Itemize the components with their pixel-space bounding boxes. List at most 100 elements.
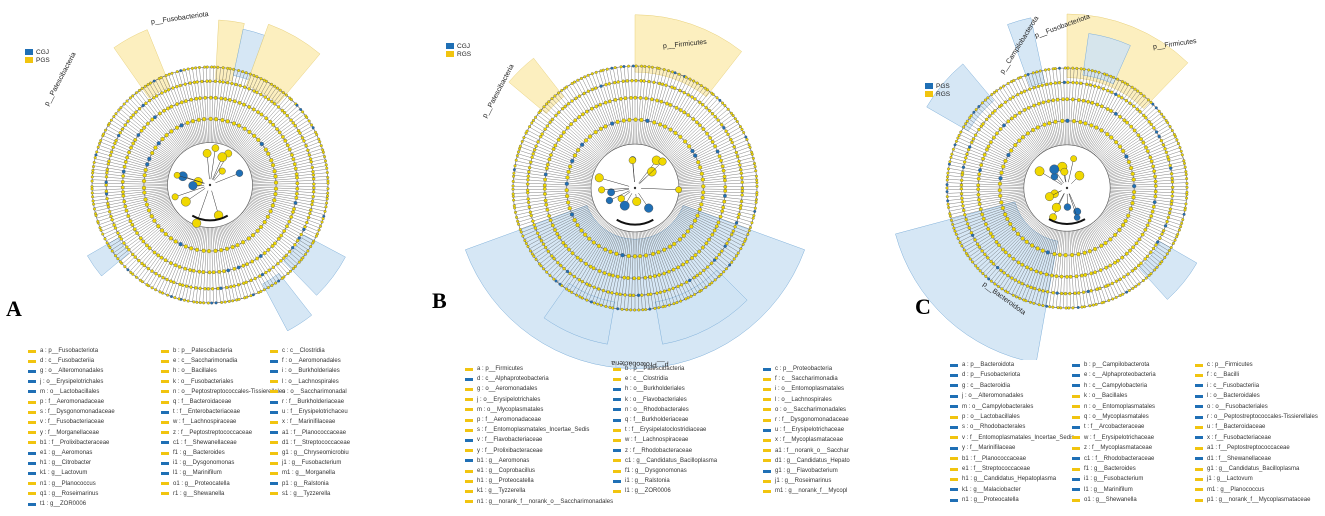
branch-line [670,213,735,259]
branch-line [616,67,629,145]
taxon-node [591,266,596,271]
branch-line [251,191,327,205]
taxon-node [306,215,311,220]
taxon-node [192,218,202,228]
taxon-node [174,125,180,130]
taxon-node [962,248,966,252]
branch-line [678,196,755,212]
taxon-node [129,115,133,120]
taxon-legend-item: n1 : g__norank_f__norank_o__Saccharimona… [465,499,613,505]
taxon-node [542,186,547,191]
taxon-node [1157,109,1161,113]
taxon-node [217,269,222,274]
taxon-node [220,118,225,123]
taxon-node [953,143,957,147]
branch-line [199,67,207,143]
taxon-node [583,138,589,143]
taxon-node [755,193,759,197]
taxon-node [91,165,95,169]
taxon-node [992,90,996,94]
taxon-node [159,228,165,233]
taxon-node [513,210,517,214]
taxon-label: w : f__Erysipelotrichaceae [1084,434,1155,441]
taxon-node [154,271,158,276]
branch-line [662,93,713,155]
taxon-node [1149,122,1153,127]
taxon-node [1081,290,1086,294]
taxon-node [963,213,967,217]
taxon-label: d : p__Fusobacteriota [962,372,1021,379]
taxon-node [126,268,130,272]
taxon-node [1006,290,1010,294]
branch-line [176,174,205,184]
branch-line [595,229,622,304]
branch-line [961,208,1030,246]
taxon-legend-item: f1 : g__Dysgonomonas [613,468,687,474]
taxon-node [620,307,624,311]
taxon-node [1113,260,1117,265]
taxon-node [702,268,706,273]
taxon-legend-item: b1 : f__Planococcaceae [950,456,1026,462]
taxon-node [175,84,179,89]
taxon-color-marker [950,488,958,492]
taxon-color-marker [763,449,771,453]
taxon-node [643,275,648,280]
branch-line [647,229,672,305]
clade-label: p__Firmicutes [1153,38,1198,51]
taxon-node [632,197,642,206]
taxon-node [119,237,123,241]
taxon-node [1000,205,1005,211]
taxon-node [188,81,192,85]
taxon-color-marker [161,471,169,475]
branch-line [1017,78,1050,149]
taxon-legend-item: z : f__Rhodobacteraceae [613,448,692,454]
taxon-node [689,294,693,298]
taxon-color-marker [28,349,36,353]
taxon-node [1152,169,1157,174]
taxon-node [1131,195,1136,200]
clade-highlight [1138,241,1198,300]
taxon-node [1151,102,1155,106]
taxon-color-marker [270,359,278,363]
taxon-node [277,130,282,135]
taxon-node [569,122,574,126]
taxon-color-marker [1072,394,1080,398]
taxon-node [319,144,323,148]
taxon-node [720,209,725,214]
taxon-color-marker [465,367,473,371]
taxon-node [986,96,990,100]
taxon-node [104,183,108,187]
branch-line [109,207,174,248]
taxon-node [116,231,120,235]
taxon-node [547,100,551,104]
branch-line [958,137,1028,171]
taxon-node [990,234,995,239]
taxon-node [157,274,162,278]
taxon-legend-item: u : f__Erysipelotrichaceu [270,409,348,415]
taxon-node [1006,153,1011,158]
branch-line [1108,154,1183,177]
taxon-node [1016,92,1020,97]
taxon-node [557,91,561,95]
taxon-node [1005,216,1010,222]
taxon-node [190,66,194,70]
taxon-node [168,236,173,241]
taxon-node [1185,193,1189,197]
taxon-node [1126,272,1130,276]
taxon-node [1140,232,1145,237]
taxon-node [144,202,149,207]
taxon-node [650,97,654,102]
clade-highlight [246,23,321,104]
branch-line [650,73,679,147]
branch-line [529,209,598,250]
branch-line [677,197,754,216]
taxon-node [594,104,599,109]
taxon-node [1060,118,1065,124]
taxon-node [188,181,198,191]
taxon-node [662,247,667,252]
taxon-node [946,175,949,179]
taxon-node [244,71,248,75]
taxon-node [584,261,588,266]
branch-line [968,212,1032,258]
taxon-color-marker [950,394,958,398]
